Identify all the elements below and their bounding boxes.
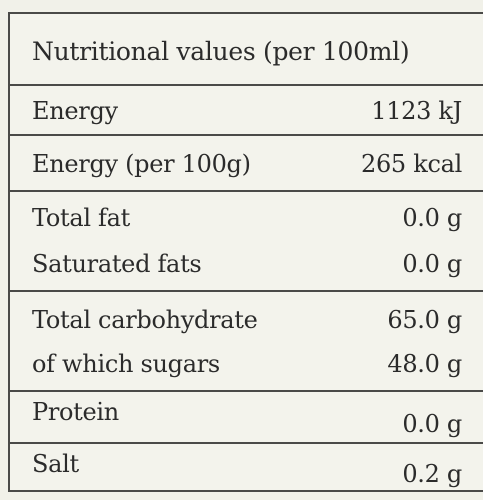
- table-row-energy-kcal: Energy (per 100g) 265 kcal: [10, 136, 483, 192]
- row-label: Salt: [32, 450, 79, 478]
- row-label: Energy (per 100g): [32, 150, 251, 178]
- table-header-row: Nutritional values (per 100ml): [10, 14, 483, 86]
- row-value: 0.0 g: [402, 410, 462, 438]
- table-row-fat: Total fat 0.0 g Saturated fats 0.0 g: [10, 192, 483, 292]
- row-value: 1123 kJ: [371, 97, 462, 125]
- nutrition-table: Nutritional values (per 100ml) Energy 11…: [8, 12, 483, 492]
- table-title: Nutritional values (per 100ml): [32, 37, 410, 66]
- row-label: Total carbohydrate: [32, 306, 258, 334]
- row-label: Protein: [32, 398, 119, 426]
- row-label: Energy: [32, 97, 118, 125]
- row-value: 0.0 g: [402, 250, 462, 278]
- row-label: of which sugars: [32, 350, 220, 378]
- table-row-carbohydrate: Total carbohydrate 65.0 g of which sugar…: [10, 292, 483, 392]
- row-value: 48.0 g: [387, 350, 462, 378]
- row-label: Total fat: [32, 204, 130, 232]
- row-label: Saturated fats: [32, 250, 202, 278]
- row-value: 265 kcal: [360, 150, 462, 178]
- row-value: 65.0 g: [387, 306, 462, 334]
- row-value: 0.2 g: [402, 460, 462, 488]
- table-row-salt: Salt 0.2 g: [10, 444, 483, 494]
- row-value: 0.0 g: [402, 204, 462, 232]
- table-row-energy-kj: Energy 1123 kJ: [10, 86, 483, 136]
- table-row-protein: Protein 0.0 g: [10, 392, 483, 444]
